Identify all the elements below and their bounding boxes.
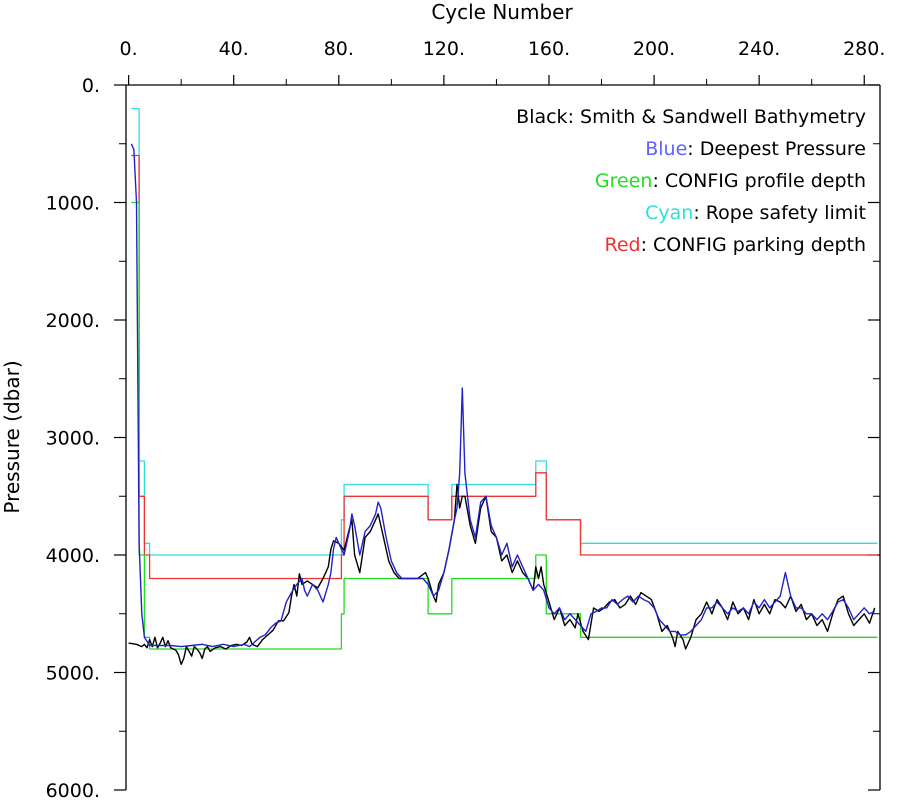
legend-description: : CONFIG parking depth <box>641 234 866 256</box>
legend-color-key: Blue <box>645 138 687 160</box>
x-tick-label: 40. <box>219 38 249 60</box>
legend-color-key: Green <box>595 170 653 192</box>
legend-description: : Rope safety limit <box>693 202 866 224</box>
legend-description: : Smith & Sandwell Bathymetry <box>568 106 866 128</box>
x-tick-label: 280. <box>843 38 885 60</box>
legend-entry: Red: CONFIG parking depth <box>604 234 866 256</box>
series-line-bathymetry <box>128 483 876 665</box>
legend-entry: Blue: Deepest Pressure <box>645 138 866 160</box>
x-tick-label: 120. <box>423 38 465 60</box>
legend-color-key: Cyan <box>645 202 693 224</box>
legend-entry: Cyan: Rope safety limit <box>645 202 866 224</box>
y-tick-label: 4000. <box>46 545 100 567</box>
y-tick-label: 3000. <box>46 428 100 450</box>
legend-description: : Deepest Pressure <box>687 138 866 160</box>
legend-entry: Black: Smith & Sandwell Bathymetry <box>516 106 866 128</box>
series-layer <box>128 107 878 665</box>
y-axis-ticks: 0. 1000. 2000. 3000. 4000. 5000. 6000. <box>46 75 880 800</box>
legend-color-key: Black <box>516 106 567 128</box>
x-tick-label: 240. <box>738 38 780 60</box>
y-axis-title: Pressure (dbar) <box>0 360 24 513</box>
x-axis-title: Cycle Number <box>431 0 573 24</box>
x-tick-label: 200. <box>633 38 675 60</box>
x-tick-label: 160. <box>528 38 570 60</box>
series-line-pressure <box>130 143 875 648</box>
legend-color-key: Red <box>604 234 640 256</box>
y-tick-label: 2000. <box>46 310 100 332</box>
legend: Black: Smith & Sandwell BathymetryBlue: … <box>516 106 866 256</box>
x-tick-label: 80. <box>324 38 354 60</box>
legend-description: : CONFIG profile depth <box>652 170 866 192</box>
legend-entry: Green: CONFIG profile depth <box>595 170 866 192</box>
x-tick-label: 0. <box>120 38 138 60</box>
y-tick-label: 5000. <box>46 663 100 685</box>
series-line-profile <box>131 201 878 650</box>
y-tick-label: 0. <box>82 75 100 97</box>
x-axis-ticks: 0. 40. 80. 120. 160. 200. 240. 280. <box>120 38 885 85</box>
y-tick-label: 6000. <box>46 780 100 800</box>
y-tick-label: 1000. <box>46 193 100 215</box>
series-line-park <box>131 154 878 580</box>
